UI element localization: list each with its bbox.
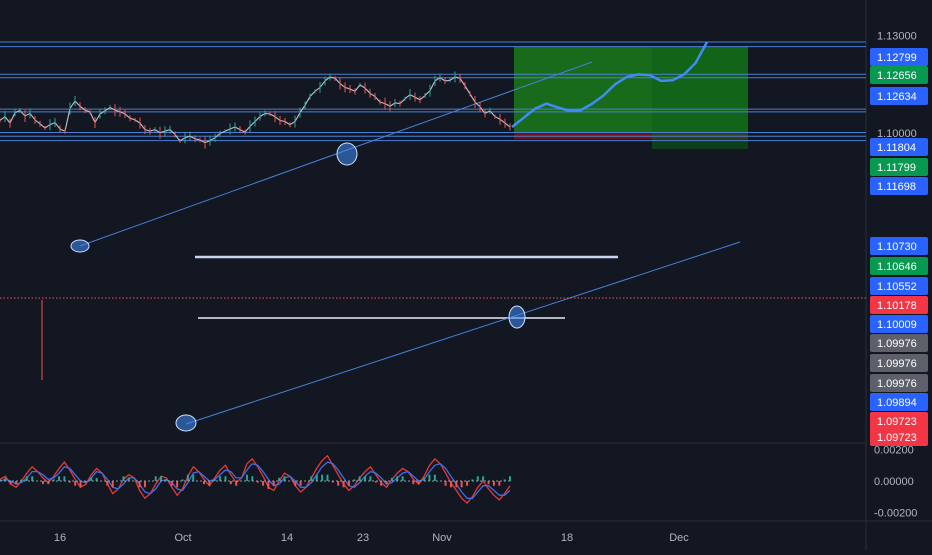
price-label-text: 1.10730 bbox=[877, 241, 917, 253]
pivot-marker bbox=[336, 142, 358, 166]
x-tick-label: 23 bbox=[357, 532, 369, 544]
price-label-text: 1.11698 bbox=[877, 181, 916, 193]
price-label-box bbox=[870, 138, 928, 156]
price-label: 1.12799 bbox=[870, 48, 928, 66]
price-label: 1.12656 bbox=[870, 66, 928, 84]
price-label-box bbox=[870, 66, 928, 84]
price-label-box bbox=[870, 277, 928, 295]
price-label-text: 1.09723 bbox=[877, 432, 917, 444]
price-label-box bbox=[870, 257, 928, 275]
pivot-marker bbox=[175, 414, 197, 432]
price-label-box bbox=[870, 374, 928, 392]
price-label-box bbox=[870, 412, 928, 430]
price-label-text: 1.10178 bbox=[877, 300, 917, 312]
price-label-box bbox=[870, 48, 928, 66]
price-label-text: 1.10646 bbox=[877, 261, 917, 273]
x-tick-label: 14 bbox=[281, 532, 293, 544]
pivot-marker bbox=[70, 239, 90, 253]
price-label-text: 1.12634 bbox=[877, 91, 917, 103]
price-label: 1.10178 bbox=[870, 296, 928, 314]
price-label-text: 1.09723 bbox=[877, 416, 917, 428]
oscillator-y-tick-label: 0.00000 bbox=[874, 476, 914, 488]
target-zone-step-top bbox=[652, 46, 748, 150]
price-label-box bbox=[870, 428, 928, 446]
price-label-box bbox=[870, 296, 928, 314]
x-tick-label: 18 bbox=[561, 532, 573, 544]
price-label-box bbox=[870, 334, 928, 352]
upper-channel-line bbox=[79, 61, 593, 247]
price-label: 1.10009 bbox=[870, 315, 928, 333]
pivot-marker bbox=[508, 305, 526, 329]
price-label-text: 1.09976 bbox=[877, 358, 917, 370]
price-label-box bbox=[870, 393, 928, 411]
price-label-text: 1.10009 bbox=[877, 319, 917, 331]
price-label-text: 1.12656 bbox=[877, 70, 917, 82]
price-label-text: 1.11804 bbox=[877, 142, 916, 154]
price-label: 1.09723 bbox=[870, 428, 928, 446]
price-label: 1.10730 bbox=[870, 237, 928, 255]
price-label-text: 1.10552 bbox=[877, 281, 917, 293]
price-label-text: 1.12799 bbox=[877, 52, 917, 64]
price-label: 1.09976 bbox=[870, 354, 928, 372]
y-tick-label: 1.13000 bbox=[877, 31, 917, 43]
y-tick-label: 1.10000 bbox=[877, 128, 917, 140]
price-label: 1.11804 bbox=[870, 138, 928, 156]
x-tick-label: Dec bbox=[669, 532, 689, 544]
projection-path bbox=[511, 41, 709, 128]
price-label: 1.11799 bbox=[870, 158, 928, 176]
price-label: 1.09976 bbox=[870, 334, 928, 352]
oscillator-y-tick-label: -0.00200 bbox=[874, 508, 917, 520]
price-label-box bbox=[870, 158, 928, 176]
price-label-box bbox=[870, 177, 928, 195]
lower-channel-line bbox=[185, 241, 741, 425]
price-label-box bbox=[870, 237, 928, 255]
oscillator-series-line bbox=[0, 454, 511, 505]
price-label-box bbox=[870, 315, 928, 333]
price-label-text: 1.09976 bbox=[877, 338, 917, 350]
price-label: 1.09976 bbox=[870, 374, 928, 392]
price-label: 1.09894 bbox=[870, 393, 928, 411]
price-label: 1.10646 bbox=[870, 257, 928, 275]
x-tick-label: 16 bbox=[54, 532, 66, 544]
oscillator-y-tick-label: 0.00200 bbox=[874, 445, 914, 457]
price-label-box bbox=[870, 354, 928, 372]
x-tick-label: Oct bbox=[174, 532, 191, 544]
price-label: 1.10552 bbox=[870, 277, 928, 295]
price-label: 1.09723 bbox=[870, 412, 928, 430]
x-tick-label: Nov bbox=[432, 532, 452, 544]
price-label: 1.12634 bbox=[870, 87, 928, 105]
price-label-box bbox=[870, 87, 928, 105]
price-label: 1.11698 bbox=[870, 177, 928, 195]
price-label-text: 1.11799 bbox=[877, 162, 916, 174]
price-label-text: 1.09976 bbox=[877, 378, 917, 390]
price-label-text: 1.09894 bbox=[877, 397, 917, 409]
